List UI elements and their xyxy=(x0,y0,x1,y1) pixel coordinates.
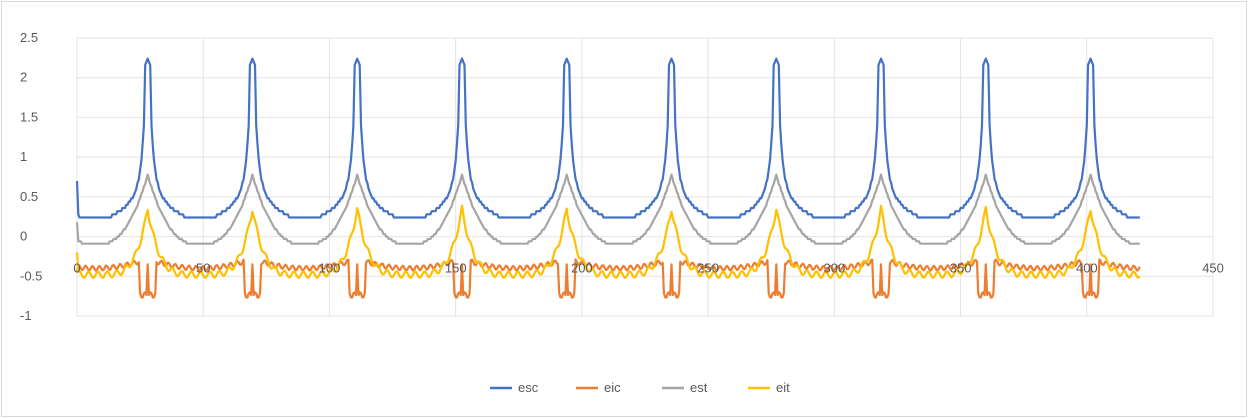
x-tick-label: 250 xyxy=(697,260,719,275)
series-line-eit xyxy=(75,204,1141,279)
y-tick-label: 1.5 xyxy=(20,109,38,124)
series-line-eic xyxy=(75,258,1141,299)
x-tick-label: 100 xyxy=(319,260,341,275)
y-tick-label: 1 xyxy=(20,149,27,164)
legend-label-eic: eic xyxy=(604,380,621,395)
x-tick-label: 200 xyxy=(571,260,593,275)
x-tick-label: 150 xyxy=(445,260,467,275)
y-tick-label: -0.5 xyxy=(20,268,42,283)
x-tick-label: 400 xyxy=(1076,260,1098,275)
y-tick-label: 2.5 xyxy=(20,30,38,45)
series-line-esc xyxy=(75,57,1140,219)
y-tick-label: 2 xyxy=(20,70,27,85)
legend-label-esc: esc xyxy=(518,380,539,395)
legend-label-eit: eit xyxy=(776,380,790,395)
x-tick-label: 450 xyxy=(1202,260,1224,275)
series-line-est xyxy=(75,173,1140,245)
x-tick-label: 300 xyxy=(824,260,846,275)
x-tick-label: 350 xyxy=(950,260,972,275)
y-tick-label: 0 xyxy=(20,229,27,244)
legend-label-est: est xyxy=(690,380,708,395)
x-tick-label: 0 xyxy=(73,260,80,275)
y-tick-label: 0.5 xyxy=(20,189,38,204)
y-tick-label: -1 xyxy=(20,308,32,323)
x-tick-label: 50 xyxy=(196,260,210,275)
